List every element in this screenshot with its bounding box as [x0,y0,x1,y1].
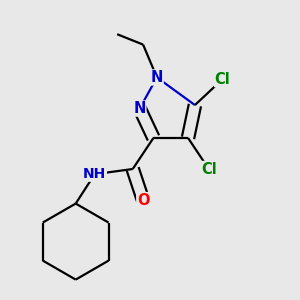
Text: N: N [151,70,163,85]
Text: NH: NH [83,167,106,181]
Text: Cl: Cl [215,72,230,87]
Text: N: N [134,101,146,116]
Text: Cl: Cl [201,161,217,176]
Text: O: O [137,193,149,208]
